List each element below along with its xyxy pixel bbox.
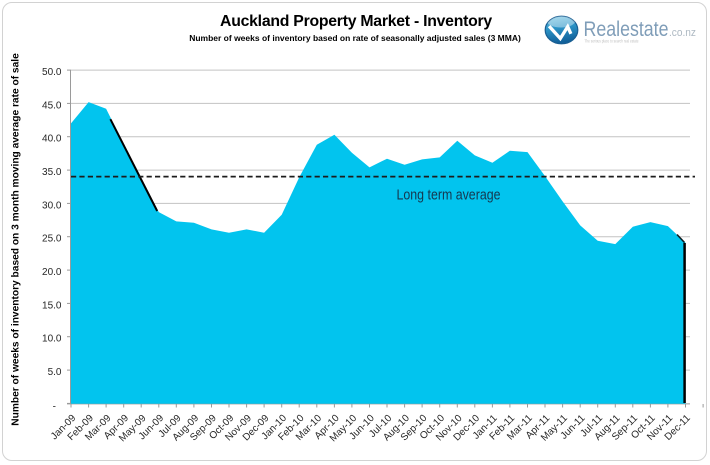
svg-text:25.0: 25.0 [42, 234, 62, 245]
svg-text:15.0: 15.0 [42, 300, 62, 311]
svg-text:35.0: 35.0 [42, 167, 62, 178]
svg-text:.co.nz: .co.nz [669, 27, 696, 39]
svg-text:-: - [53, 402, 56, 413]
svg-text:45.0: 45.0 [42, 100, 62, 111]
svg-text:Realestate: Realestate [584, 18, 669, 41]
svg-text:5.0: 5.0 [48, 367, 62, 378]
svg-text:40.0: 40.0 [42, 134, 62, 145]
svg-text:Long term average: Long term average [397, 187, 501, 204]
svg-text:20.0: 20.0 [42, 267, 62, 278]
svg-text:30.0: 30.0 [42, 200, 62, 211]
svg-text:The serious place to search re: The serious place to search real estate [585, 39, 639, 44]
svg-text:50.0: 50.0 [42, 67, 62, 78]
svg-text:10.0: 10.0 [42, 334, 62, 345]
